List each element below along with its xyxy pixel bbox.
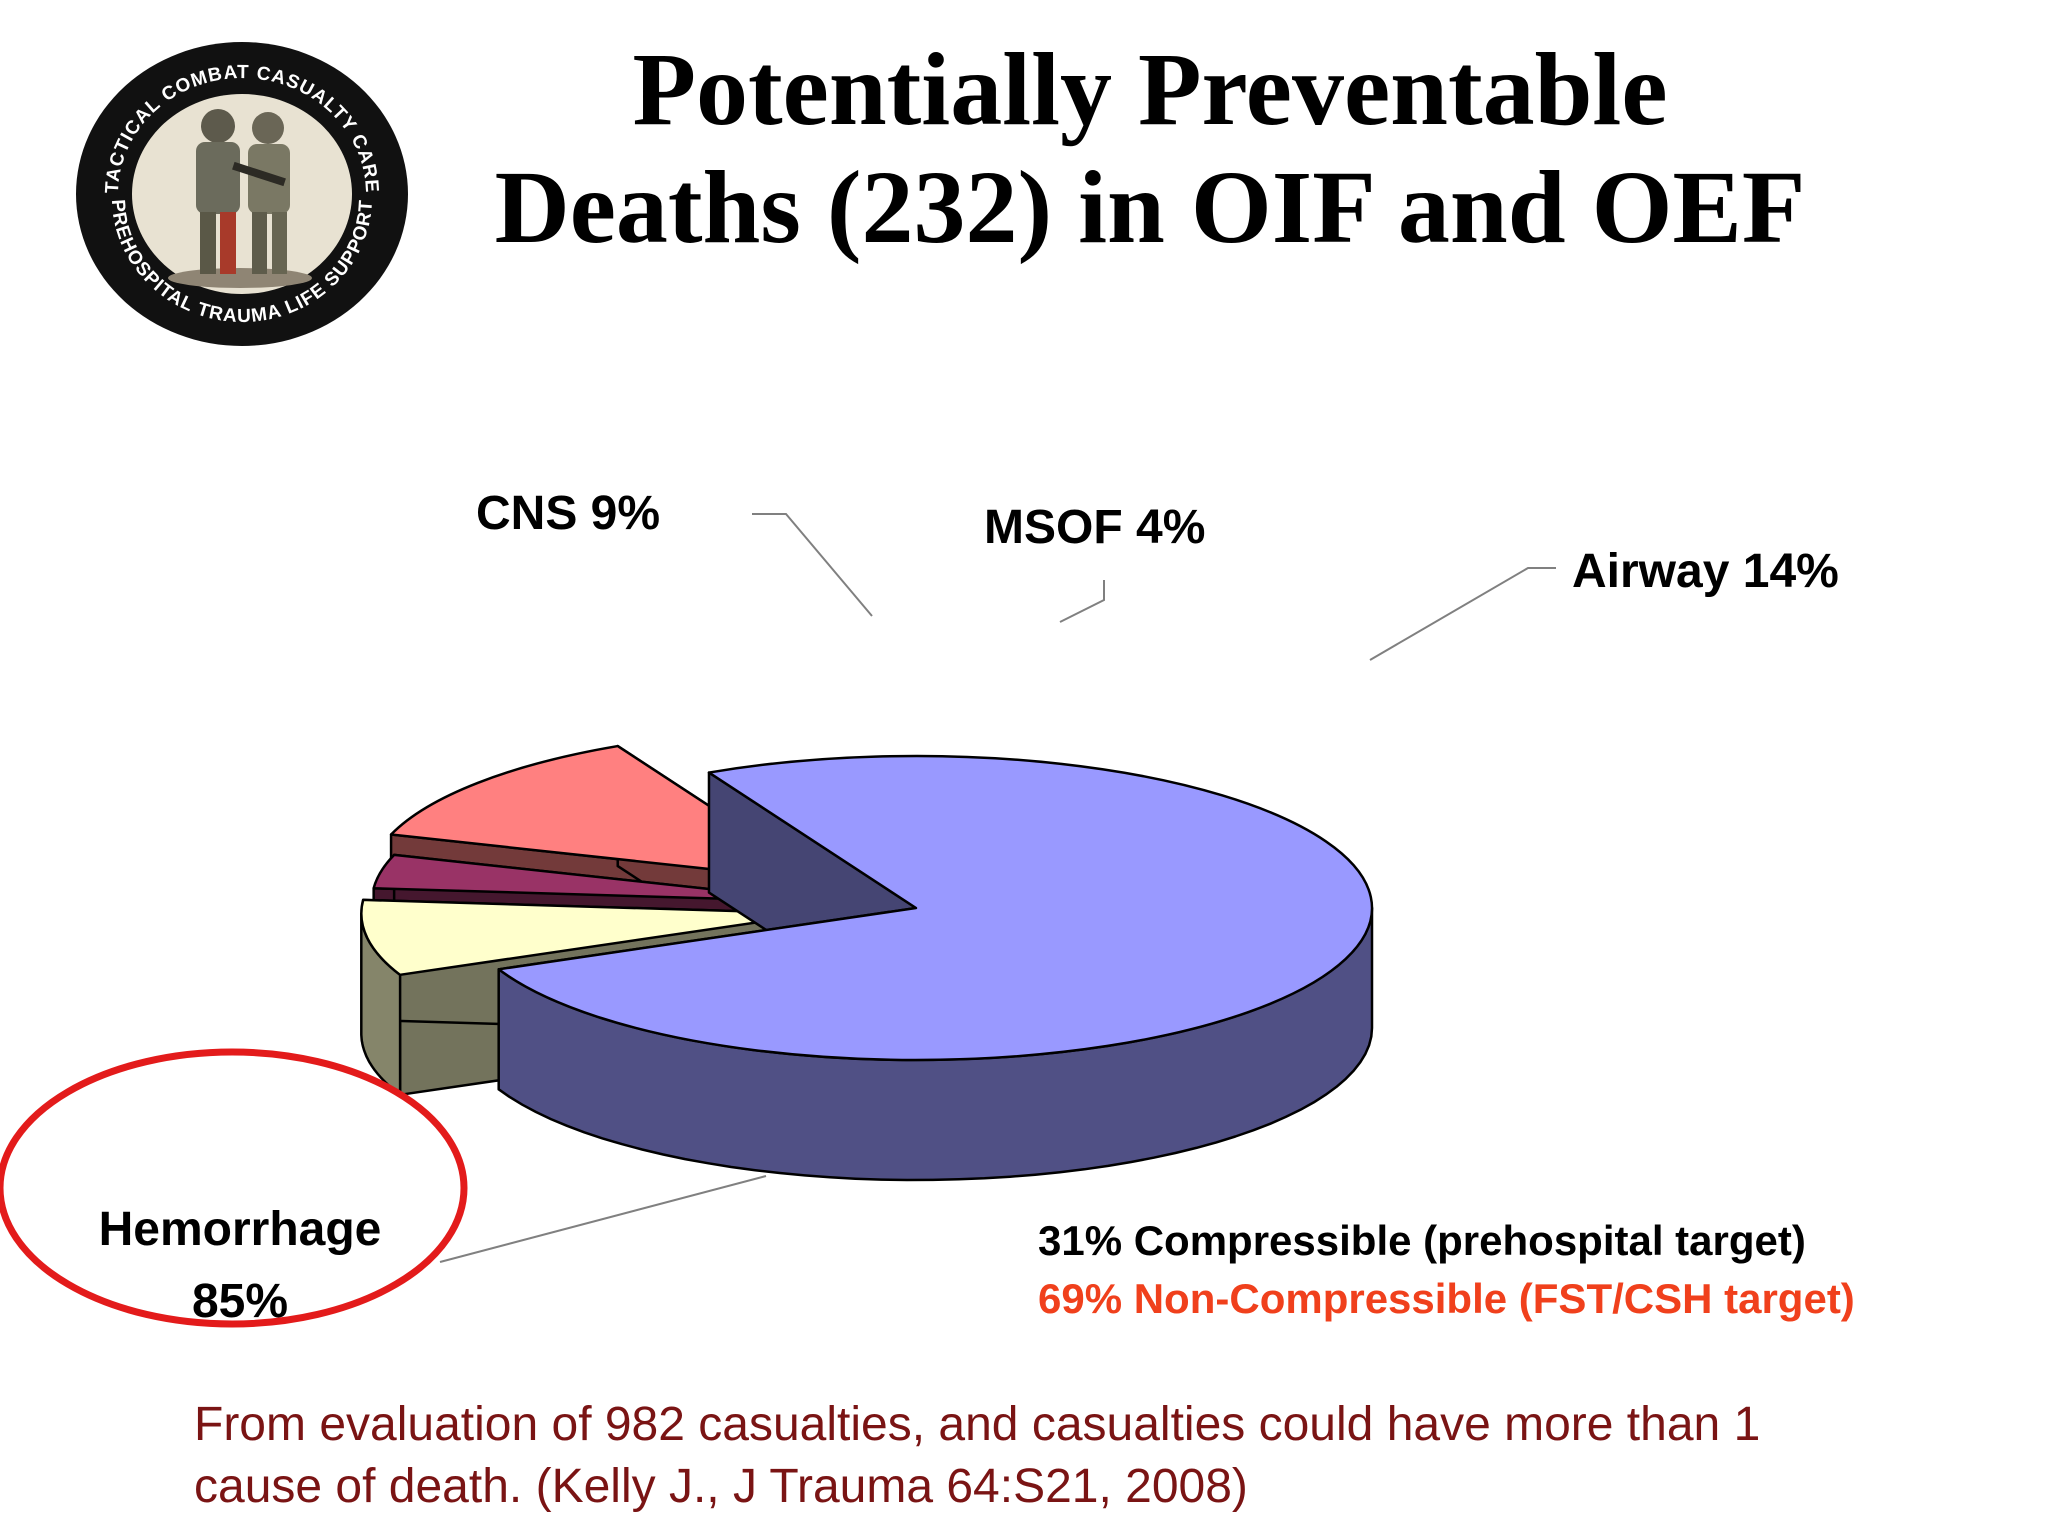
leader-line-msof xyxy=(1059,580,1105,623)
slice-label-cns: CNS 9% xyxy=(476,487,661,540)
pie-slice-hemorrhage-top xyxy=(497,754,1374,1062)
breakdown-non-compressible: 69% Non-Compressible (FST/CSH target) xyxy=(1038,1275,1855,1322)
leader-line-airway xyxy=(1369,567,1556,661)
page-title-line-1: Potentially Preventable xyxy=(632,32,1668,147)
leader-lines xyxy=(439,513,1556,1263)
pie-slice-cns-top xyxy=(360,898,819,977)
slice-label-hemorrhage: Hemorrhage 85% xyxy=(60,1194,420,1338)
pie-slice-hemorrhage xyxy=(497,754,1374,1182)
breakdown-compressible: 31% Compressible (prehospital target) xyxy=(1038,1217,1806,1264)
leader-line-cns xyxy=(752,513,873,617)
footnote-line-1: From evaluation of 982 casualties, and c… xyxy=(194,1398,1761,1451)
slice-label-hemorrhage-name: Hemorrhage xyxy=(98,1203,382,1256)
slice-label-hemorrhage-value: 85% xyxy=(191,1275,289,1328)
slice-label-msof: MSOF 4% xyxy=(984,501,1206,554)
footnote-line-2: cause of death. (Kelly J., J Trauma 64:S… xyxy=(194,1460,1248,1513)
tccc-logo: TACTICAL COMBAT CASUALTY CARE PREHOSPITA… xyxy=(76,42,408,346)
pie-slices xyxy=(360,744,1374,1182)
soldiers-icon xyxy=(168,109,312,288)
footnote: From evaluation of 982 casualties, and c… xyxy=(194,1394,1974,1518)
page-title-line-2: Deaths (232) in OIF and OEF xyxy=(494,150,1806,265)
hemorrhage-highlight-circle xyxy=(0,1048,468,1328)
slice-label-airway: Airway 14% xyxy=(1572,545,1839,598)
leader-line-hemorrhage xyxy=(439,1175,767,1263)
